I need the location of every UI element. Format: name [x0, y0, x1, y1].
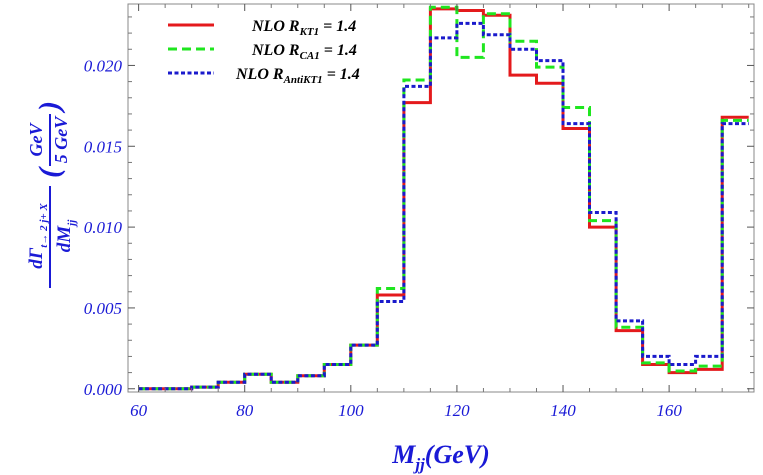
series-line-3 — [138, 21, 749, 391]
x-tick-label: 120 — [444, 401, 470, 420]
y-tick-label: 0.010 — [84, 218, 123, 237]
legend-label-3: NLO RAntiKT1 = 1.4 — [235, 66, 360, 86]
x-tick-label: 100 — [338, 401, 364, 420]
x-tick-label: 140 — [550, 401, 576, 420]
y-tick-label: 0.020 — [84, 56, 123, 75]
plot-frame — [127, 3, 755, 393]
series-layer — [138, 5, 749, 391]
y-tick-label: 0.000 — [84, 380, 123, 399]
x-axis-title-unit: (GeV) — [425, 440, 490, 469]
x-axis-title-sub: jj — [412, 455, 425, 474]
y-axis-title-paren-open: ( — [33, 166, 66, 178]
x-axis-title-main: M — [391, 440, 416, 469]
y-axis-title-unit-numerator: GeV — [26, 122, 46, 157]
series-line-1 — [138, 7, 749, 391]
y-axis-title-paren-close: ) — [33, 101, 66, 114]
ticks-layer: 60 80 100 120 140 160 0.000 0.005 0.010 0.015 0.02… — [84, 4, 754, 420]
y-axis-title-numerator: dΓt→ 2 j+ X — [26, 203, 50, 269]
legend: NLO RKT1 = 1.4 NLO RCA1 = 1.4 NLO RAntiKT1… — [168, 18, 360, 86]
x-tick-label: 60 — [130, 401, 148, 420]
x-tick-label: 80 — [236, 401, 254, 420]
plot-border — [127, 3, 755, 393]
x-tick-label: 160 — [656, 401, 682, 420]
y-tick-label: 0.005 — [84, 299, 122, 318]
y-axis-title-unit-denominator: 5 GeV — [51, 115, 71, 163]
y-axis-title: dΓt→ 2 j+ X dMjj ( GeV 5 GeV ) — [26, 101, 78, 288]
series-line-2 — [138, 5, 749, 391]
y-axis-title-denominator: dMjj — [54, 219, 78, 252]
legend-label-1: NLO RKT1 = 1.4 — [251, 18, 356, 38]
legend-label-2: NLO RCA1 = 1.4 — [251, 42, 357, 62]
x-axis-title: Mjj(GeV) — [391, 440, 490, 474]
y-tick-label: 0.015 — [84, 137, 122, 156]
